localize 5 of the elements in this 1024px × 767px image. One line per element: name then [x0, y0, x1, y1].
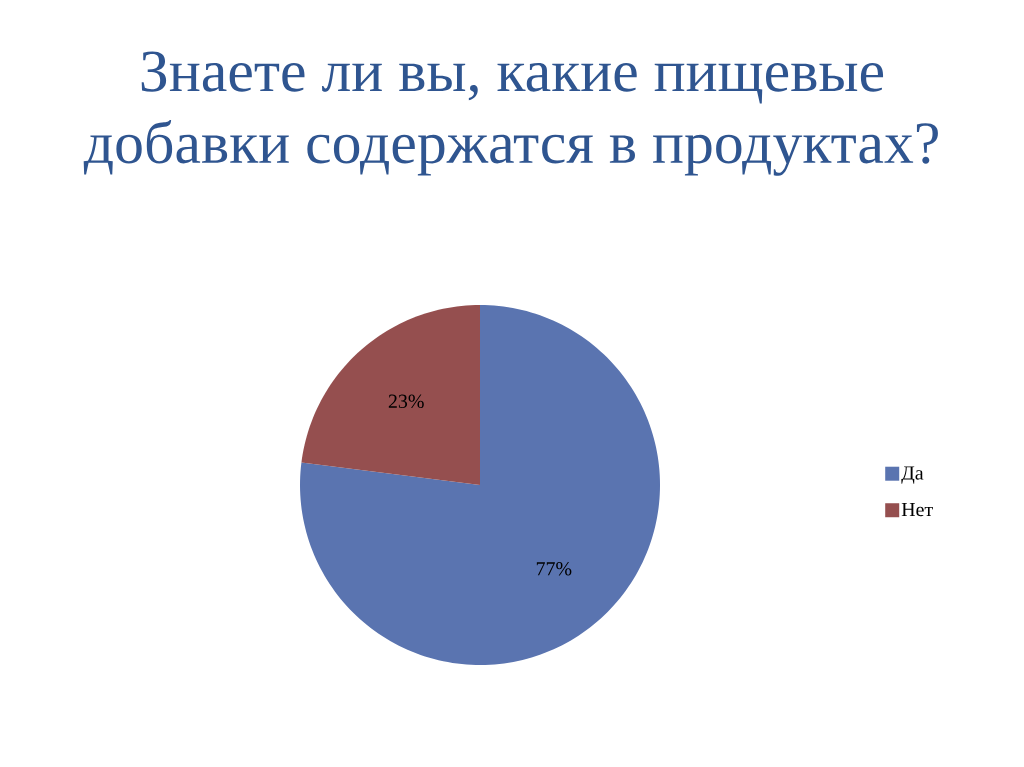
chart-title: Знаете ли вы, какие пищевые добавки содержатся в продуктах?: [83, 51, 938, 176]
legend-label: Нет: [901, 502, 933, 517]
data-label: 23%: [388, 394, 424, 409]
legend-label: Да: [901, 466, 924, 484]
data-label: 77%: [536, 561, 572, 576]
